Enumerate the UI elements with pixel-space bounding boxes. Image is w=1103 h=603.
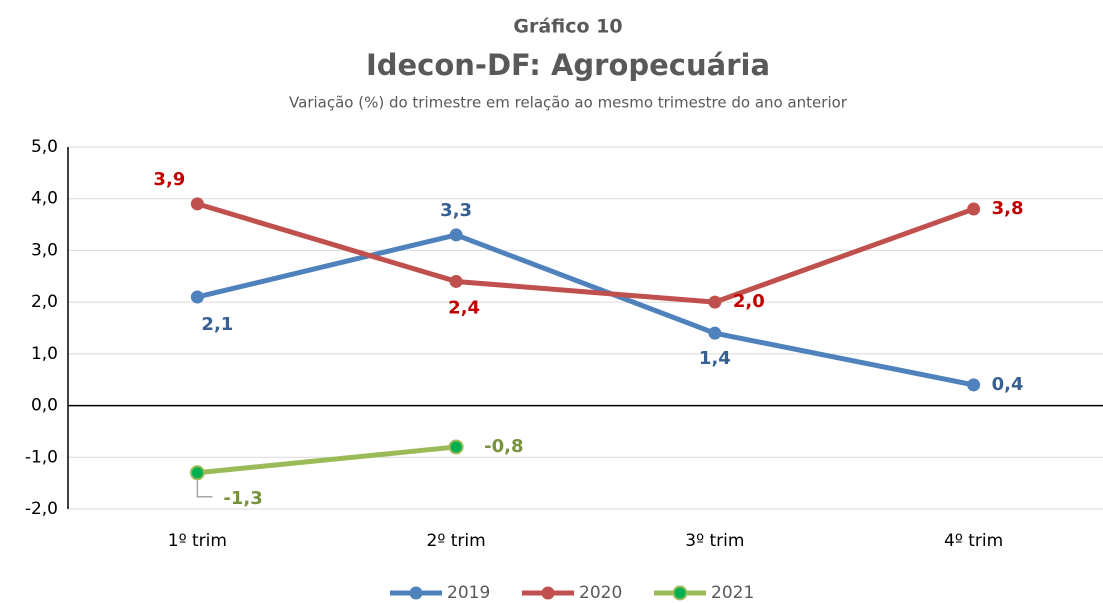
legend-label: 2020 [579, 583, 622, 603]
data-label: 3,9 [153, 169, 185, 190]
legend-marker [409, 586, 423, 600]
marker [189, 465, 205, 481]
legend-marker [672, 585, 688, 601]
data-label: -1,3 [223, 488, 262, 509]
marker [448, 439, 464, 455]
y-tick-label: 1,0 [31, 344, 58, 364]
legend-marker [541, 586, 555, 600]
data-label: 2,0 [733, 291, 765, 312]
x-tick-label: 1º trim [168, 531, 227, 551]
data-label: 2,4 [448, 297, 480, 318]
marker [708, 326, 722, 340]
chart-subtitle: Variação (%) do trimestre em relação ao … [289, 94, 848, 112]
marker [190, 197, 204, 211]
data-label: 0,4 [992, 374, 1024, 395]
marker [449, 228, 463, 242]
series-line [196, 232, 975, 388]
marker [967, 378, 981, 392]
y-tick-label: 3,0 [31, 240, 58, 260]
data-label: 3,3 [440, 200, 472, 221]
y-tick-label: 5,0 [31, 137, 58, 157]
series-line [197, 444, 457, 476]
data-label: -0,8 [484, 436, 523, 457]
y-tick-label: 2,0 [31, 292, 58, 312]
data-label: 2,1 [201, 314, 233, 335]
chart-supertitle: Gráfico 10 [513, 16, 622, 38]
series-line [196, 201, 975, 305]
x-tick-label: 2º trim [427, 531, 486, 551]
y-tick-label: 0,0 [31, 396, 58, 416]
y-tick-label: 4,0 [31, 189, 58, 209]
marker [967, 202, 981, 216]
leader-line [196, 479, 213, 498]
marker [449, 274, 463, 288]
x-tick-label: 3º trim [685, 531, 744, 551]
data-label: 1,4 [699, 348, 731, 369]
data-label: 3,8 [992, 198, 1024, 219]
chart-title: Idecon-DF: Agropecuária [366, 48, 770, 82]
y-tick-label: -2,0 [25, 499, 58, 519]
legend-label: 2019 [447, 583, 490, 603]
y-tick-label: -1,0 [25, 447, 58, 467]
marker [708, 295, 722, 309]
legend-label: 2021 [711, 583, 754, 603]
x-tick-label: 4º trim [944, 531, 1003, 551]
marker [190, 290, 204, 304]
